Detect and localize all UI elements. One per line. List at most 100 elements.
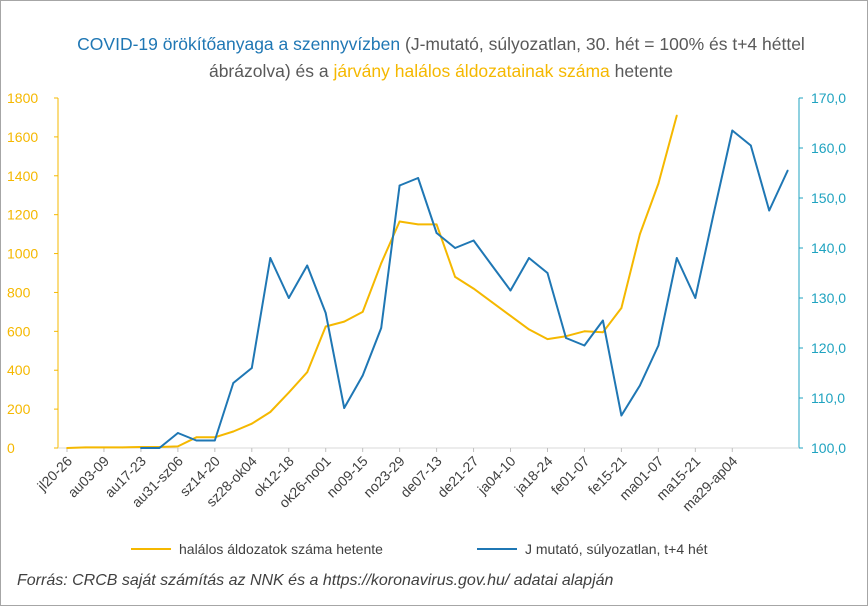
data-point-wastewater bbox=[417, 177, 419, 179]
data-point-wastewater bbox=[731, 129, 734, 132]
left-tick-label: 1200 bbox=[7, 207, 38, 223]
data-point-wastewater bbox=[343, 407, 346, 409]
data-point-wastewater bbox=[528, 257, 530, 259]
legend-item-wastewater: J mutató, súlyozatlan, t+4 hét bbox=[477, 541, 708, 557]
data-point-deaths bbox=[657, 182, 660, 185]
data-point-wastewater bbox=[565, 337, 567, 339]
data-point-deaths bbox=[435, 223, 438, 226]
data-point-wastewater bbox=[786, 169, 789, 172]
data-point-wastewater bbox=[213, 439, 216, 442]
data-point-deaths bbox=[639, 233, 641, 236]
left-tick-label: 1400 bbox=[7, 168, 38, 184]
series-line-deaths bbox=[66, 115, 678, 449]
data-point-deaths bbox=[269, 411, 272, 413]
data-point-deaths bbox=[620, 307, 623, 309]
data-point-wastewater bbox=[140, 447, 142, 449]
data-point-wastewater bbox=[657, 344, 660, 347]
data-point-wastewater bbox=[380, 327, 383, 329]
data-point-deaths bbox=[103, 446, 105, 449]
data-point-wastewater bbox=[546, 272, 549, 274]
data-point-deaths bbox=[602, 331, 604, 334]
data-point-deaths bbox=[454, 276, 456, 278]
left-tick-label: 1800 bbox=[7, 90, 38, 106]
left-tick-label: 400 bbox=[7, 362, 31, 378]
title-middle-part: (J-mutató, súlyozatlan, 30. hét = 100% é… bbox=[208, 34, 805, 81]
data-point-wastewater bbox=[454, 247, 456, 249]
series-layer bbox=[66, 114, 789, 449]
data-point-wastewater bbox=[361, 374, 364, 377]
data-point-wastewater bbox=[583, 344, 586, 347]
data-point-deaths bbox=[675, 114, 678, 117]
left-tick-label: 200 bbox=[7, 401, 31, 417]
data-point-deaths bbox=[546, 338, 549, 340]
data-point-wastewater bbox=[509, 289, 512, 292]
left-tick-label: 800 bbox=[7, 284, 31, 300]
data-point-deaths bbox=[361, 311, 364, 313]
legend-label-deaths: halálos áldozatok száma hetente bbox=[179, 541, 383, 557]
data-point-wastewater bbox=[749, 144, 752, 147]
data-point-deaths bbox=[84, 446, 87, 449]
legend-swatch-deaths bbox=[131, 548, 171, 550]
right-tick-label: 170,0 bbox=[811, 90, 846, 106]
right-tick-label: 110,0 bbox=[811, 390, 845, 406]
data-point-wastewater bbox=[158, 447, 161, 449]
data-point-wastewater bbox=[472, 239, 475, 242]
x-tick-label: fe01-07 bbox=[548, 453, 593, 498]
data-point-wastewater bbox=[491, 264, 493, 267]
data-point-deaths bbox=[380, 262, 383, 265]
legend-item-deaths: halálos áldozatok száma hetente bbox=[131, 541, 383, 557]
right-tick-label: 150,0 bbox=[811, 190, 846, 206]
data-point-deaths bbox=[195, 436, 198, 439]
left-tick-label: 1000 bbox=[7, 246, 38, 262]
data-point-deaths bbox=[491, 301, 493, 304]
right-tick-label: 160,0 bbox=[811, 140, 846, 156]
data-point-wastewater bbox=[675, 257, 678, 259]
data-point-wastewater bbox=[195, 439, 198, 442]
data-point-wastewater bbox=[712, 212, 715, 214]
data-point-deaths bbox=[306, 371, 309, 374]
data-point-wastewater bbox=[435, 232, 438, 234]
source-note: Forrás: CRCB saját számítás az NNK és a … bbox=[17, 572, 614, 589]
data-point-deaths bbox=[177, 445, 179, 448]
data-point-deaths bbox=[324, 325, 327, 328]
left-axis-ticks: 0 200 400 600 800 1000 1200 1400 1600 1800 bbox=[7, 90, 58, 456]
data-point-wastewater bbox=[602, 319, 604, 322]
data-point-deaths bbox=[509, 314, 512, 317]
data-point-deaths bbox=[232, 430, 235, 433]
right-axis-ticks: 100,0 110,0 120,0 130,0 140,0 150,0 160,0 170,0 bbox=[799, 90, 846, 456]
x-tick-label: de21-27 bbox=[434, 453, 482, 501]
legend-label-wastewater: J mutató, súlyozatlan, t+4 hét bbox=[525, 541, 708, 557]
left-tick-label: 0 bbox=[7, 440, 15, 456]
right-tick-label: 120,0 bbox=[811, 340, 846, 356]
series-line-wastewater bbox=[140, 129, 789, 449]
data-point-deaths bbox=[250, 422, 253, 425]
data-point-deaths bbox=[583, 330, 586, 333]
title-end-part: hetente bbox=[609, 61, 674, 81]
left-tick-label: 600 bbox=[7, 323, 31, 339]
data-point-deaths bbox=[287, 391, 290, 394]
data-point-wastewater bbox=[287, 297, 290, 299]
data-point-deaths bbox=[121, 446, 124, 449]
data-point-deaths bbox=[472, 287, 475, 290]
data-point-wastewater bbox=[232, 382, 235, 384]
data-point-wastewater bbox=[620, 414, 623, 417]
x-tick-label: ja04-10 bbox=[474, 453, 519, 498]
title-wastewater-part: COVID-19 örökítőanyaga a szennyvízben bbox=[77, 34, 401, 54]
data-point-wastewater bbox=[398, 184, 401, 187]
left-tick-label: 1600 bbox=[7, 129, 38, 145]
right-tick-label: 100,0 bbox=[811, 440, 846, 456]
data-point-wastewater bbox=[324, 312, 327, 314]
chart-title: COVID-19 örökítőanyaga a szennyvízben (J… bbox=[61, 31, 821, 85]
data-point-wastewater bbox=[639, 384, 641, 387]
right-tick-label: 130,0 bbox=[811, 290, 846, 306]
data-point-deaths bbox=[343, 320, 346, 323]
data-point-deaths bbox=[528, 328, 530, 331]
data-point-wastewater bbox=[306, 264, 309, 267]
x-axis-ticks: jl20-26au03-09au17-23au31-sz06sz14-20sz2… bbox=[33, 448, 741, 514]
title-deaths-part: járvány halálos áldozatainak száma bbox=[333, 61, 610, 81]
data-point-deaths bbox=[417, 223, 419, 226]
data-point-deaths bbox=[66, 447, 68, 449]
data-point-wastewater bbox=[694, 297, 697, 299]
